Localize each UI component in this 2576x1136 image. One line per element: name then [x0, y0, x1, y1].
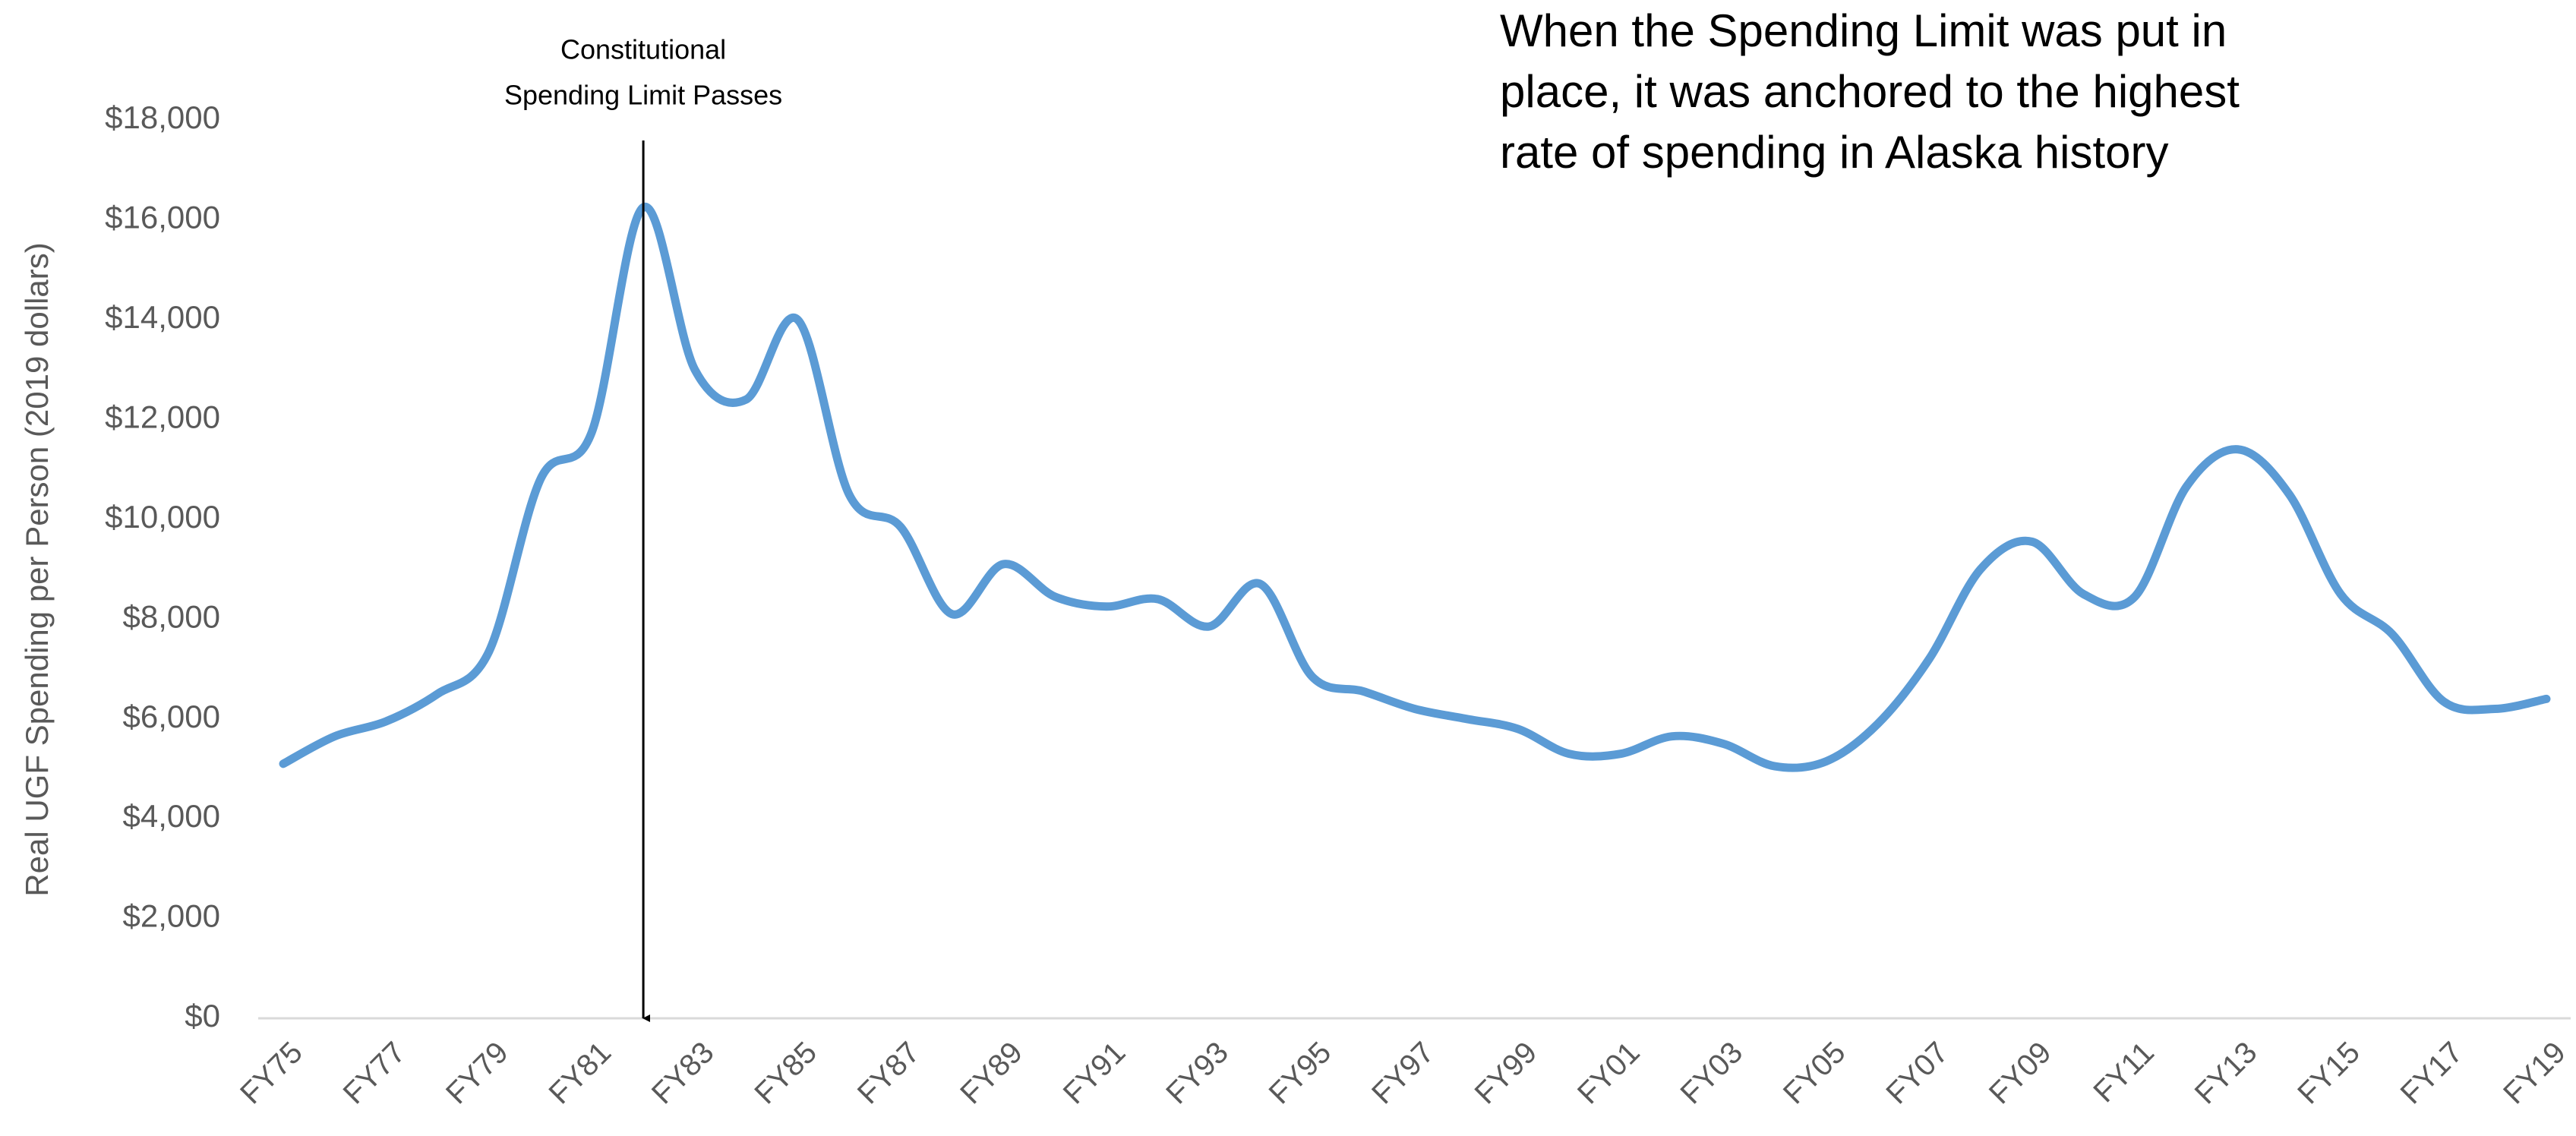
y-axis-label: Real UGF Spending per Person (2019 dolla…	[19, 242, 55, 896]
x-tick-label: FY79	[440, 1036, 515, 1111]
annotation-text: Spending Limit Passes	[504, 80, 782, 111]
y-tick-label: $16,000	[105, 200, 220, 235]
x-tick-label: FY91	[1057, 1036, 1132, 1111]
note-text: place, it was anchored to the highest	[1500, 66, 2240, 117]
annotation-text: Constitutional	[560, 34, 726, 65]
line-series	[279, 203, 2551, 772]
note-text: rate of spending in Alaska history	[1500, 127, 2169, 178]
y-tick-label: $10,000	[105, 499, 220, 535]
x-tick-label: FY99	[1469, 1036, 1544, 1111]
y-tick-label: $0	[185, 998, 220, 1033]
x-tick-label: FY89	[954, 1036, 1029, 1111]
x-tick-label: FY13	[2189, 1036, 2264, 1111]
x-tick-label: FY83	[646, 1036, 721, 1111]
x-tick-label: FY75	[234, 1036, 309, 1111]
x-tick-label: FY85	[748, 1036, 823, 1111]
y-tick-label: $6,000	[123, 699, 220, 734]
x-tick-label: FY87	[851, 1036, 927, 1111]
x-tick-label: FY93	[1160, 1036, 1235, 1111]
y-tick-label: $4,000	[123, 798, 220, 834]
x-tick-label: FY77	[337, 1036, 412, 1111]
x-tick-label: FY01	[1571, 1036, 1646, 1111]
y-tick-label: $2,000	[123, 898, 220, 934]
x-tick-label: FY05	[1777, 1036, 1852, 1111]
x-tick-label: FY07	[1880, 1036, 1955, 1111]
y-tick-label: $12,000	[105, 399, 220, 434]
x-tick-label: FY97	[1365, 1036, 1441, 1111]
y-tick-label: $18,000	[105, 99, 220, 135]
x-tick-label: FY09	[1983, 1036, 2058, 1111]
x-tick-label: FY81	[542, 1036, 617, 1111]
x-tick-label: FY95	[1263, 1036, 1338, 1111]
x-tick-label: FY19	[2497, 1036, 2572, 1111]
x-tick-label: FY15	[2291, 1036, 2366, 1111]
y-tick-label: $8,000	[123, 598, 220, 634]
x-tick-label: FY17	[2394, 1036, 2470, 1111]
x-tick-label: FY11	[2087, 1036, 2161, 1109]
x-tick-label: FY03	[1674, 1036, 1749, 1111]
y-tick-label: $14,000	[105, 299, 220, 335]
note-text: When the Spending Limit was put in	[1500, 5, 2227, 56]
